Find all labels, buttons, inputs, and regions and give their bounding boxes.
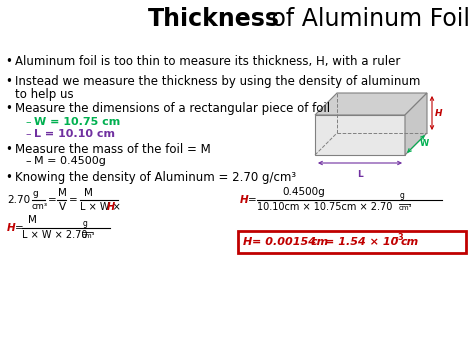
Text: =: = xyxy=(48,195,57,205)
Polygon shape xyxy=(315,93,427,115)
Text: –: – xyxy=(25,129,31,139)
Text: cm: cm xyxy=(401,237,419,247)
Text: H: H xyxy=(107,202,115,212)
Text: L × W × 2.70: L × W × 2.70 xyxy=(22,230,88,240)
Text: Measure the dimensions of a rectangular piece of foil: Measure the dimensions of a rectangular … xyxy=(15,102,330,115)
Text: –: – xyxy=(25,156,31,166)
Text: = 0.00154: = 0.00154 xyxy=(252,237,316,247)
Text: to help us: to help us xyxy=(15,88,73,101)
Text: V: V xyxy=(59,202,66,212)
Text: H: H xyxy=(243,237,252,247)
Text: 0.4500g: 0.4500g xyxy=(282,187,325,197)
Text: −3: −3 xyxy=(391,233,404,241)
Text: cm³: cm³ xyxy=(32,202,48,211)
Text: W: W xyxy=(420,140,429,148)
Text: M: M xyxy=(84,188,93,198)
Text: 10.10cm × 10.75cm × 2.70: 10.10cm × 10.75cm × 2.70 xyxy=(257,202,392,212)
Text: g: g xyxy=(83,219,88,229)
Text: H: H xyxy=(240,195,249,205)
Text: cm³: cm³ xyxy=(399,205,412,211)
Text: •: • xyxy=(5,143,12,156)
Text: Measure the mass of the foil = M: Measure the mass of the foil = M xyxy=(15,143,211,156)
Text: •: • xyxy=(5,102,12,115)
Text: of Aluminum Foil: of Aluminum Foil xyxy=(264,7,470,31)
Polygon shape xyxy=(315,115,405,155)
Bar xyxy=(238,231,466,253)
Text: L = 10.10 cm: L = 10.10 cm xyxy=(34,129,115,139)
Text: g: g xyxy=(33,189,39,198)
Text: M: M xyxy=(58,188,67,198)
Text: Instead we measure the thickness by using the density of aluminum: Instead we measure the thickness by usin… xyxy=(15,75,420,88)
Text: g: g xyxy=(400,191,405,201)
Text: M = 0.4500g: M = 0.4500g xyxy=(34,156,106,166)
Polygon shape xyxy=(405,93,427,155)
Text: =: = xyxy=(69,195,78,205)
Text: •: • xyxy=(5,171,12,184)
Text: = 1.54 × 10: = 1.54 × 10 xyxy=(325,237,398,247)
Text: •: • xyxy=(5,75,12,88)
Text: •: • xyxy=(5,55,12,68)
Text: L × W ×: L × W × xyxy=(80,202,124,212)
Text: M: M xyxy=(28,215,37,225)
Text: W = 10.75 cm: W = 10.75 cm xyxy=(34,117,120,127)
Text: H: H xyxy=(7,223,16,233)
Text: H: H xyxy=(435,109,443,118)
Text: L: L xyxy=(357,170,363,179)
Text: Thickness: Thickness xyxy=(148,7,280,31)
Text: =: = xyxy=(248,195,257,205)
Text: –: – xyxy=(25,117,31,127)
Text: cm³: cm³ xyxy=(82,233,95,239)
Text: =: = xyxy=(15,223,24,233)
Text: cm: cm xyxy=(311,237,329,247)
Text: Aluminum foil is too thin to measure its thickness, H, with a ruler: Aluminum foil is too thin to measure its… xyxy=(15,55,401,68)
Text: 2.70: 2.70 xyxy=(7,195,30,205)
Text: Knowing the density of Aluminum = 2.70 g/cm³: Knowing the density of Aluminum = 2.70 g… xyxy=(15,171,296,184)
